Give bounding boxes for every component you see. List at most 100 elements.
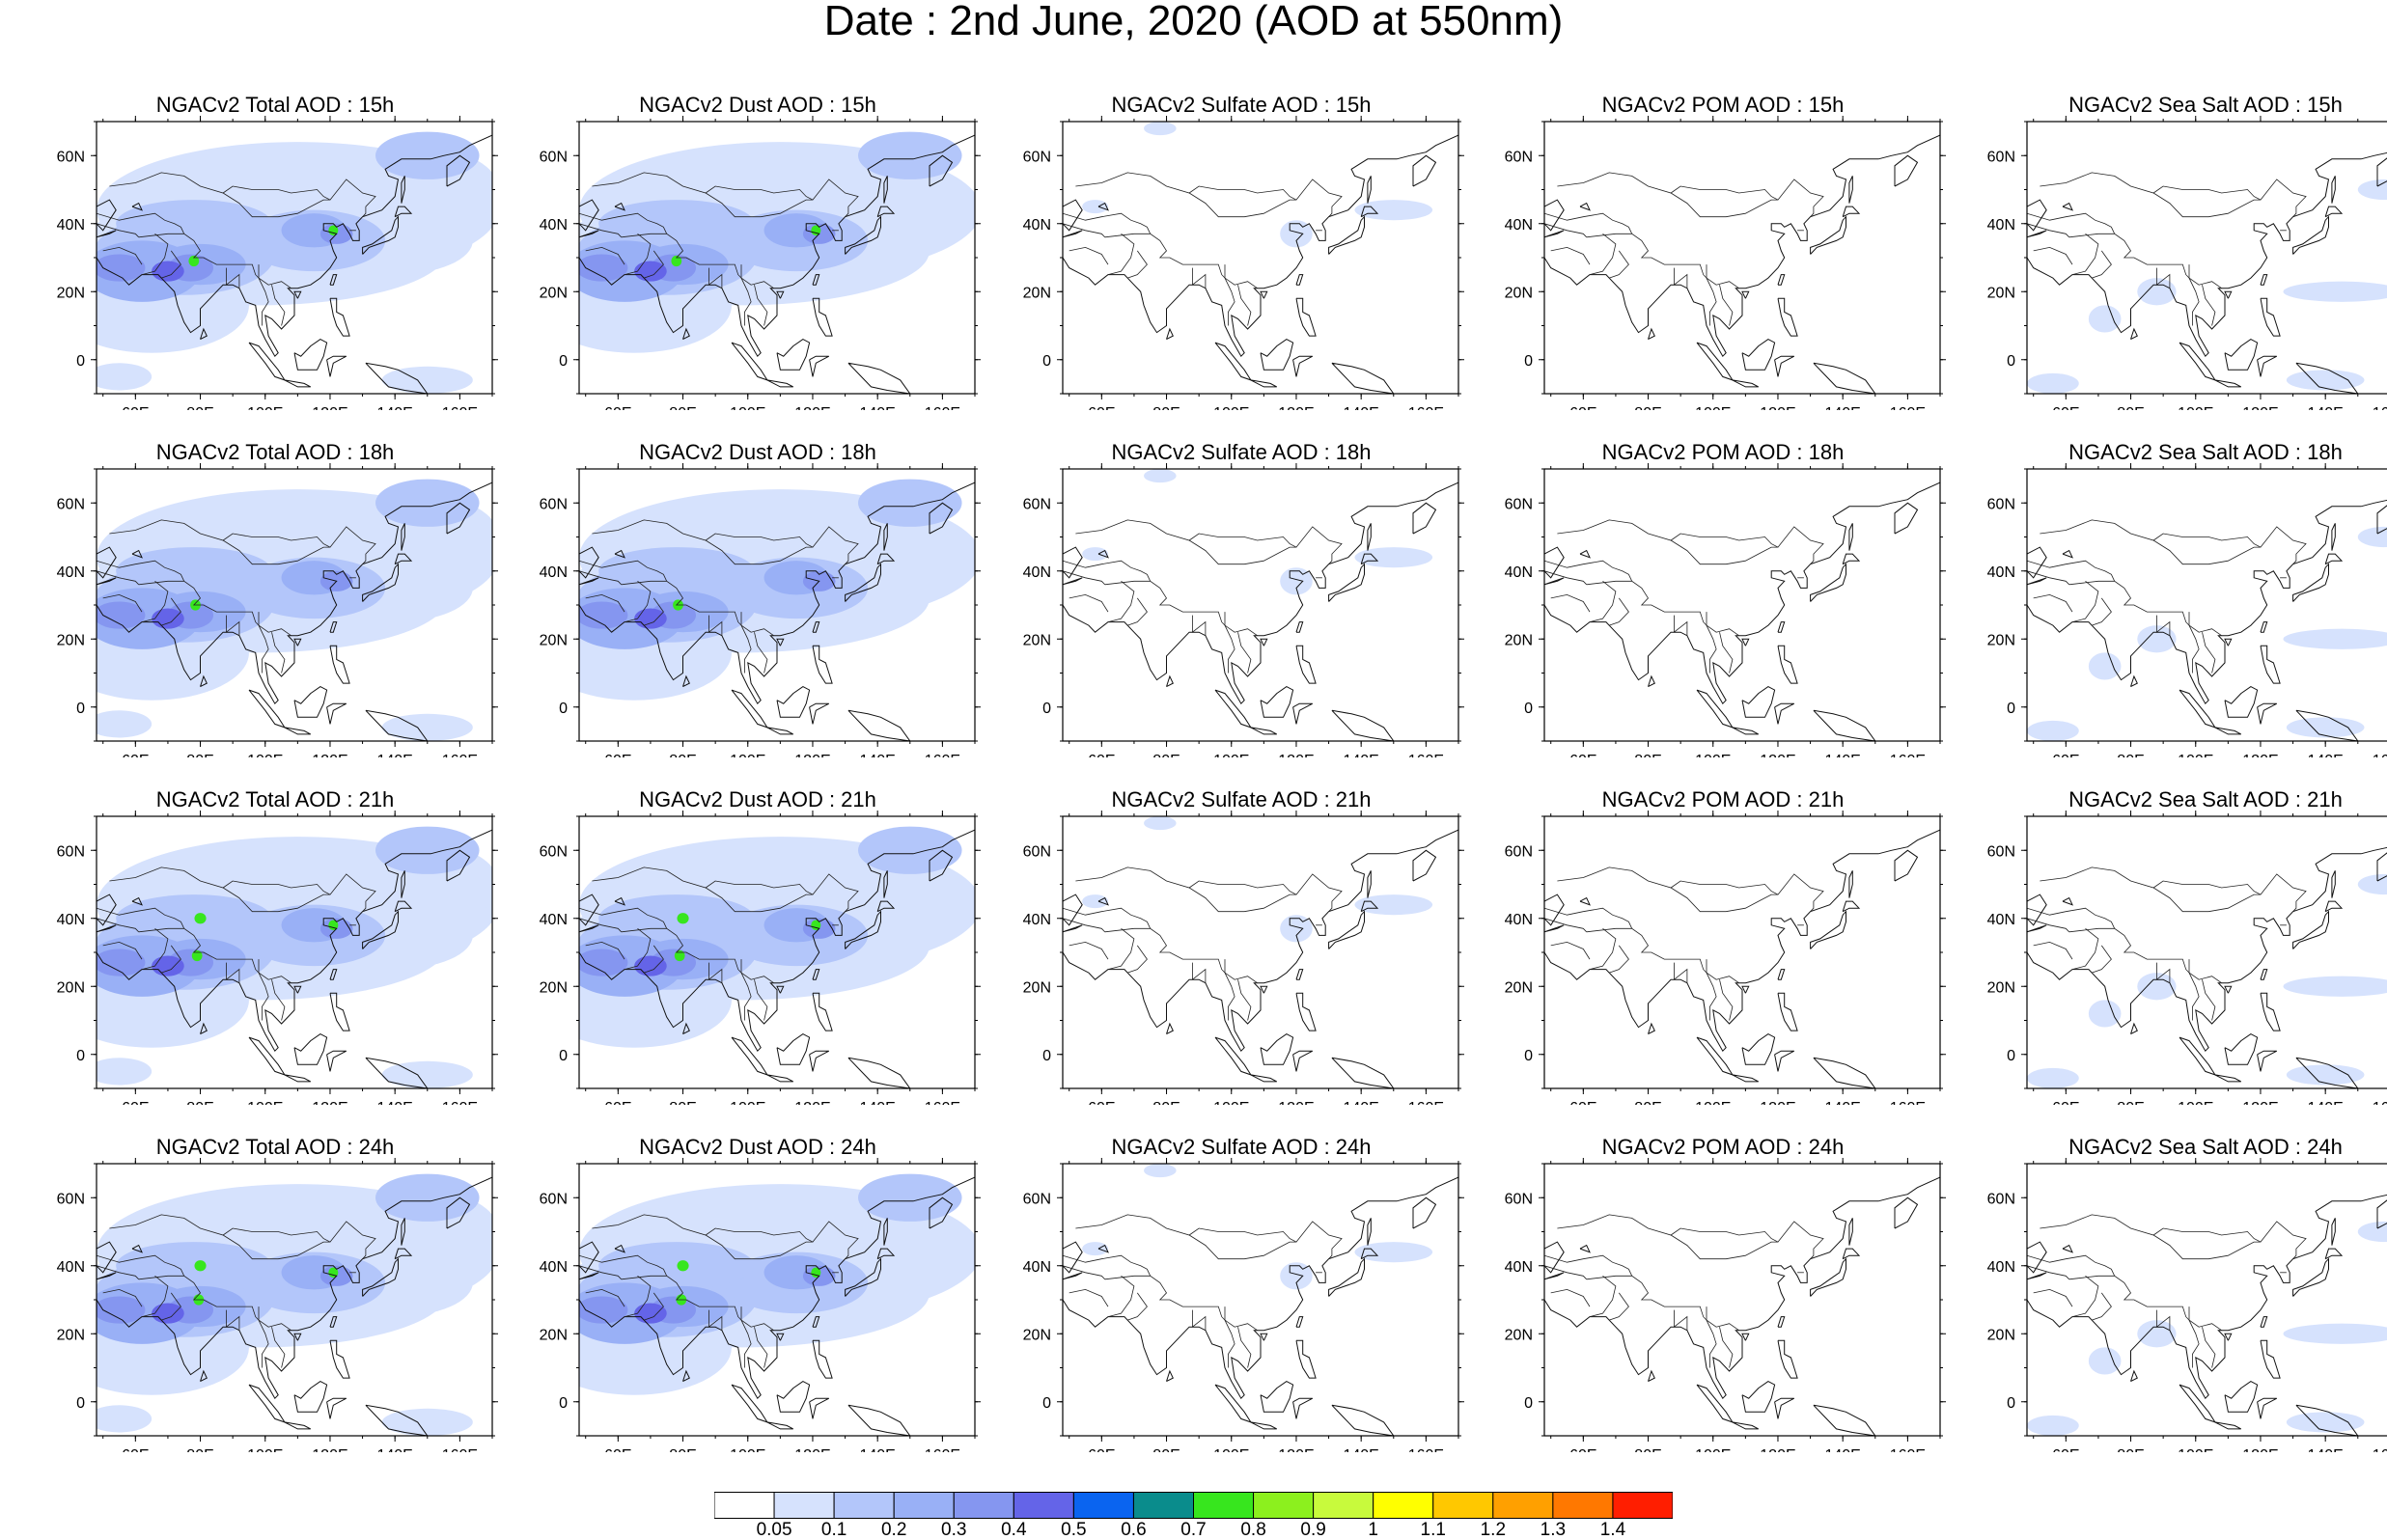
country-border (579, 918, 622, 933)
aod-field-patch (2283, 628, 2387, 649)
coastline (1894, 502, 1919, 535)
coastline (2292, 1257, 2329, 1297)
coastline (1295, 1339, 1317, 1379)
coastline (2130, 327, 2138, 341)
lon-tick-label: 80E (2117, 753, 2144, 757)
coastline (776, 686, 811, 718)
coastline (682, 327, 690, 341)
lat-tick-label: 60N (1987, 843, 2015, 860)
coastline (2027, 1194, 2387, 1400)
country-border (271, 632, 286, 674)
country-border (1719, 979, 1734, 1021)
coastline (1331, 1057, 1395, 1088)
country-border (579, 1265, 622, 1280)
lat-tick-label: 40N (57, 564, 85, 581)
lon-tick-label: 100E (730, 1100, 765, 1105)
lon-tick-label: 120E (1278, 1100, 1314, 1105)
coastline (876, 553, 896, 565)
map-panel-pom-24h: NGACv2 POM AOD : 24h 60E 80E 100E 120E 140E 16… (1496, 1129, 1950, 1452)
coastline (293, 638, 302, 646)
coastline (1360, 206, 1379, 218)
country-border (1069, 593, 1109, 613)
coastline (97, 134, 492, 358)
country-border (1550, 941, 1591, 960)
lon-tick-label: 160E (442, 405, 478, 410)
country-border (1550, 246, 1591, 265)
coastline (2027, 1241, 2047, 1274)
colorbar-label: 0.9 (1300, 1520, 1326, 1540)
coastline (1544, 1176, 1940, 1400)
colorbar-label: 1 (1368, 1520, 1378, 1540)
lon-tick-label: 60E (2052, 1447, 2079, 1452)
lat-tick-label: 60N (1505, 843, 1533, 860)
coastline (1648, 1369, 1655, 1383)
country-border (1188, 887, 1296, 913)
country-border (621, 233, 774, 289)
aod-field-patch (634, 608, 667, 629)
coastline (1813, 709, 1876, 741)
coastline (1774, 702, 1795, 725)
coastline (2292, 215, 2329, 255)
lat-tick-label: 60N (1987, 496, 2015, 512)
lat-tick-label: 40N (1505, 1259, 1533, 1276)
map-canvas: 60E 80E 100E 120E 140E 160E 60N 40N 20N 0 (1023, 116, 1464, 410)
country-border (97, 1254, 185, 1277)
lon-tick-label: 160E (2373, 1100, 2387, 1105)
lon-tick-label: 80E (669, 1100, 696, 1105)
aod-field-patch (2027, 1067, 2079, 1088)
country-border (161, 250, 181, 279)
lat-tick-label: 0 (1524, 1048, 1533, 1064)
country-border (705, 192, 813, 218)
aod-field-patch (2286, 1412, 2365, 1433)
aod-field-patch (2283, 1323, 2387, 1344)
coastline (1842, 553, 1861, 565)
coastline (1777, 274, 1786, 286)
colorbar-swatch (1313, 1492, 1374, 1519)
country-border (2202, 285, 2216, 326)
coastline (579, 829, 975, 1053)
coastline (2376, 1199, 2387, 1229)
country-border (1104, 1275, 1258, 1332)
coastline (1741, 1333, 1750, 1341)
colorbar-label: 0.05 (756, 1520, 792, 1540)
lon-tick-label: 120E (1278, 753, 1314, 757)
country-border (624, 1275, 652, 1317)
coastline (394, 206, 413, 218)
lon-tick-label: 140E (2307, 1100, 2343, 1105)
coastline (1848, 1218, 1853, 1246)
country-border (109, 519, 376, 564)
coastline (1260, 1033, 1294, 1065)
lon-tick-label: 160E (1408, 405, 1444, 410)
country-border (1191, 615, 1207, 636)
country-border (1670, 887, 1778, 913)
country-border (1706, 264, 1717, 326)
lat-tick-label: 0 (559, 1395, 568, 1412)
aod-field-patch (1082, 894, 1109, 909)
aod-field-patch (194, 913, 207, 924)
lon-tick-label: 80E (1152, 1100, 1180, 1105)
lat-tick-label: 0 (2007, 1395, 2015, 1412)
aod-field-patch (1280, 1262, 1313, 1290)
coastline (2224, 638, 2233, 646)
country-border (2152, 887, 2261, 913)
coastline (579, 894, 599, 926)
lat-tick-label: 60N (1023, 496, 1051, 512)
lon-tick-label: 120E (1760, 1447, 1795, 1452)
country-border (1673, 615, 1688, 636)
country-border (1069, 941, 1109, 960)
country-border (2092, 945, 2112, 974)
country-border (271, 285, 286, 326)
lat-tick-label: 60N (540, 1191, 568, 1207)
map-canvas: 60E 80E 100E 120E 140E 160E 60N 40N 20N 0 (57, 463, 498, 757)
lon-tick-label: 60E (2052, 753, 2079, 757)
country-border (161, 945, 181, 974)
lon-tick-label: 100E (730, 753, 765, 757)
coastline (329, 645, 350, 684)
country-border (705, 887, 813, 913)
colorbar-swatch (714, 1492, 775, 1519)
map-canvas: 60E 80E 100E 120E 140E 160E 60N 40N 20N 0 (540, 811, 981, 1105)
lon-tick-label: 160E (2373, 753, 2387, 757)
coastline (97, 894, 117, 926)
coastline (1544, 577, 1565, 586)
